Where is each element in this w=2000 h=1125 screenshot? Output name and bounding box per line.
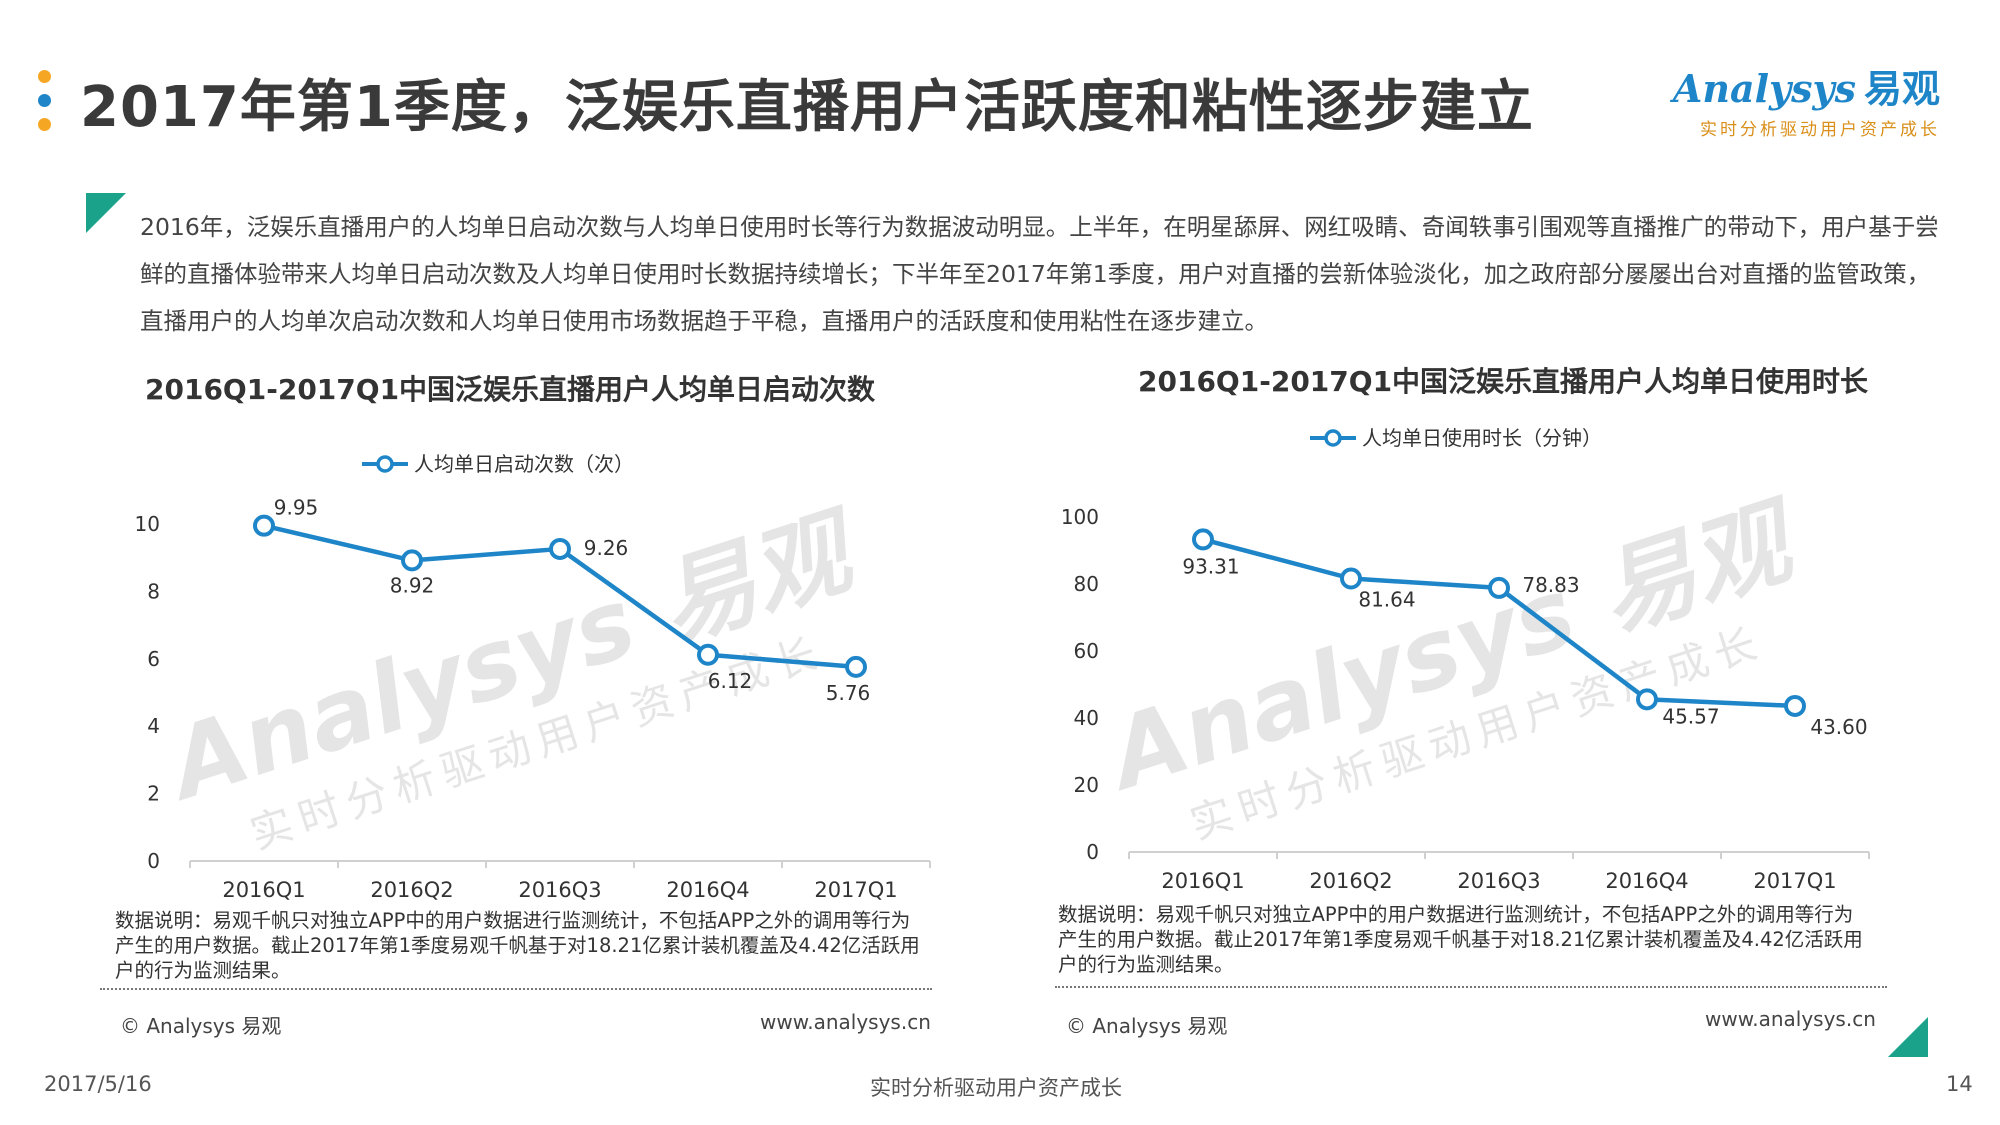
legend-marker [376,455,394,473]
analysys-logo: Analysys 易观 实时分析驱动用户资产成长 [1673,58,1940,140]
corner-triangle-bottom [1888,1017,1928,1057]
left-divider [100,988,932,990]
data-point [1340,567,1362,590]
legend-label: 人均单日使用时长（分钟） [1362,426,1602,450]
data-point [1192,528,1214,551]
x-tick-label: 2017Q1 [1753,869,1836,893]
y-tick-label: 8 [147,579,160,603]
y-tick-label: 4 [147,714,160,738]
x-tick-label: 2016Q3 [1457,869,1540,893]
y-tick-label: 0 [1086,840,1099,864]
x-tick-label: 2016Q2 [1309,869,1392,893]
logo-cn-name: 易观 [1863,67,1940,111]
y-tick-label: 20 [1074,773,1099,797]
x-tick-label: 2016Q1 [222,878,305,902]
data-label: 93.31 [1182,554,1239,578]
data-point [1636,688,1658,711]
page-title: 2017年第1季度，泛娱乐直播用户活跃度和粘性逐步建立 [80,75,1534,140]
y-tick-label: 2 [147,782,160,806]
legend-marker [1324,429,1342,447]
corner-triangle-top [86,193,126,233]
left-copyright: © Analysys 易观 [120,1014,282,1038]
x-tick-label: 2016Q4 [666,878,749,902]
x-tick-label: 2016Q4 [1605,869,1688,893]
data-label: 9.95 [274,496,319,520]
left-line-chart: Analysys 易观实时分析驱动用户资产成长人均单日启动次数（次）024681… [135,452,931,902]
title-bullet-dots [38,70,52,142]
left-website: www.analysys.cn [760,1010,931,1034]
x-tick-label: 2017Q1 [814,878,897,902]
data-label: 8.92 [390,573,435,597]
y-tick-label: 60 [1074,639,1099,663]
logo-wordmark: Analysys [1672,66,1856,111]
right-copyright: © Analysys 易观 [1066,1014,1228,1038]
left-chart-title: 2016Q1-2017Q1中国泛娱乐直播用户人均单日启动次数 [145,373,876,406]
x-tick-label: 2016Q3 [518,878,601,902]
y-tick-label: 100 [1061,505,1099,529]
x-tick-label: 2016Q2 [370,878,453,902]
data-point [549,537,571,560]
right-line-chart: Analysys 易观实时分析驱动用户资产成长人均单日使用时长（分钟）02040… [1061,426,1870,893]
data-label: 78.83 [1522,573,1579,597]
data-point [253,514,275,537]
summary-paragraph: 2016年，泛娱乐直播用户的人均单日启动次数与人均单日使用时长等行为数据波动明显… [140,213,1939,335]
data-point [1488,576,1510,599]
bullet-dot [38,70,51,83]
chart-legend: 人均单日使用时长（分钟） [1310,426,1602,450]
chart-legend: 人均单日启动次数（次） [362,452,634,476]
data-point [401,549,423,572]
footer-slogan: 实时分析驱动用户资产成长 [870,1076,1122,1100]
right-website: www.analysys.cn [1705,1007,1876,1031]
y-tick-label: 10 [135,512,160,536]
data-point [845,655,867,678]
right-data-note: 数据说明：易观千帆只对独立APP中的用户数据进行监测统计，不包括APP之外的调用… [1058,903,1863,976]
right-chart-title: 2016Q1-2017Q1中国泛娱乐直播用户人均单日使用时长 [1138,365,1869,398]
x-tick-label: 2016Q1 [1161,869,1244,893]
logo-slogan: 实时分析驱动用户资产成长 [1700,120,1940,140]
right-divider [1055,986,1887,988]
data-label: 81.64 [1358,588,1415,612]
data-point [1784,694,1806,717]
footer-page-number: 14 [1946,1072,1973,1096]
data-label: 9.26 [584,536,629,560]
data-label: 6.12 [708,669,753,693]
y-tick-label: 0 [147,849,160,873]
left-data-note: 数据说明：易观千帆只对独立APP中的用户数据进行监测统计，不包括APP之外的调用… [115,909,920,982]
bullet-dot [38,118,51,131]
legend-label: 人均单日启动次数（次） [414,452,634,476]
y-tick-label: 6 [147,647,160,671]
data-point [697,643,719,666]
bullet-dot [38,94,51,107]
data-label: 43.60 [1810,715,1867,739]
footer-date: 2017/5/16 [44,1072,152,1096]
data-label: 5.76 [826,681,871,705]
y-tick-label: 40 [1074,706,1099,730]
data-label: 45.57 [1662,704,1719,728]
y-tick-label: 80 [1074,572,1099,596]
